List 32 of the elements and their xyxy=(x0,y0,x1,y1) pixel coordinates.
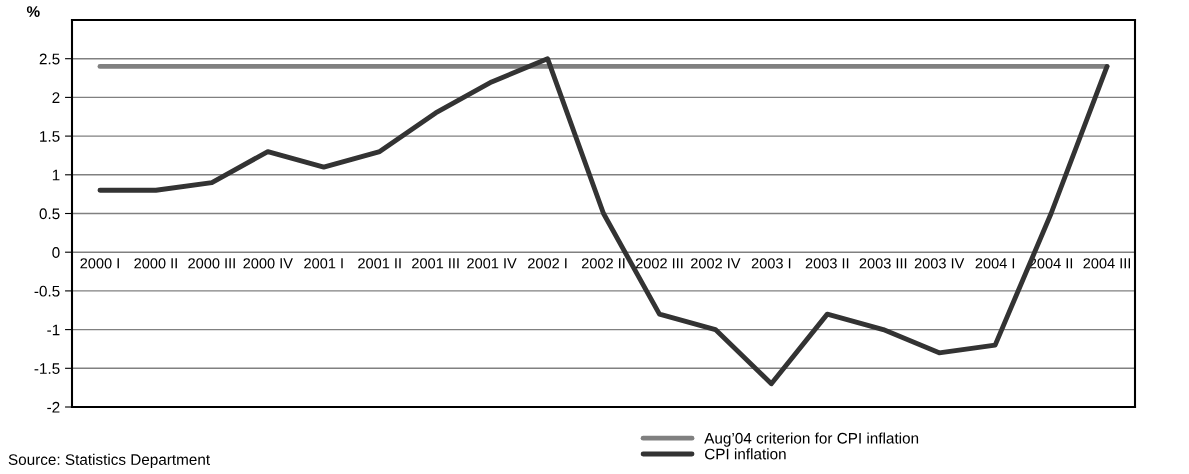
y-tick-label: 0.5 xyxy=(39,208,60,220)
x-tick-label: 2004 III xyxy=(1083,258,1131,269)
x-tick-label: 2003 IV xyxy=(914,258,965,269)
y-tick-label: -2 xyxy=(47,401,60,413)
legend-label: Aug’04 criterion for CPI inflation xyxy=(704,432,919,447)
y-tick-label: 1 xyxy=(52,169,60,181)
x-tick-label: 2003 II xyxy=(805,258,849,269)
y-tick-label: -1.5 xyxy=(34,363,60,374)
y-tick-label: 2.5 xyxy=(39,53,60,65)
x-tick-label: 2001 IV xyxy=(467,258,517,269)
x-tick-label: 2003 III xyxy=(859,258,907,269)
source-note: Source: Statistics Department xyxy=(8,453,210,468)
x-tick-label: 2000 II xyxy=(134,258,177,269)
y-tick-label: -1 xyxy=(47,324,60,336)
x-tick-label: 2001 I xyxy=(304,258,343,269)
x-tick-label: 2002 III xyxy=(635,258,683,269)
x-tick-label: 2004 I xyxy=(975,258,1015,269)
y-tick-label: -0.5 xyxy=(34,285,60,297)
x-tick-label: 2000 I xyxy=(80,258,119,269)
x-tick-label: 2001 II xyxy=(358,258,401,269)
x-tick-label: 2002 II xyxy=(581,258,625,269)
x-tick-label: 2000 III xyxy=(188,258,235,269)
x-tick-label: 2002 I xyxy=(528,258,567,269)
x-tick-label: 2001 III xyxy=(412,258,459,269)
legend-label: CPI inflation xyxy=(705,448,786,460)
y-tick-label: 0 xyxy=(52,247,60,258)
x-tick-label: 2000 IV xyxy=(243,258,293,269)
x-tick-label: 2003 I xyxy=(751,258,791,269)
y-axis-title: % xyxy=(26,6,40,17)
y-tick-label: 2 xyxy=(52,92,60,103)
y-tick-label: 1.5 xyxy=(40,131,60,142)
x-tick-label: 2002 IV xyxy=(690,258,741,269)
